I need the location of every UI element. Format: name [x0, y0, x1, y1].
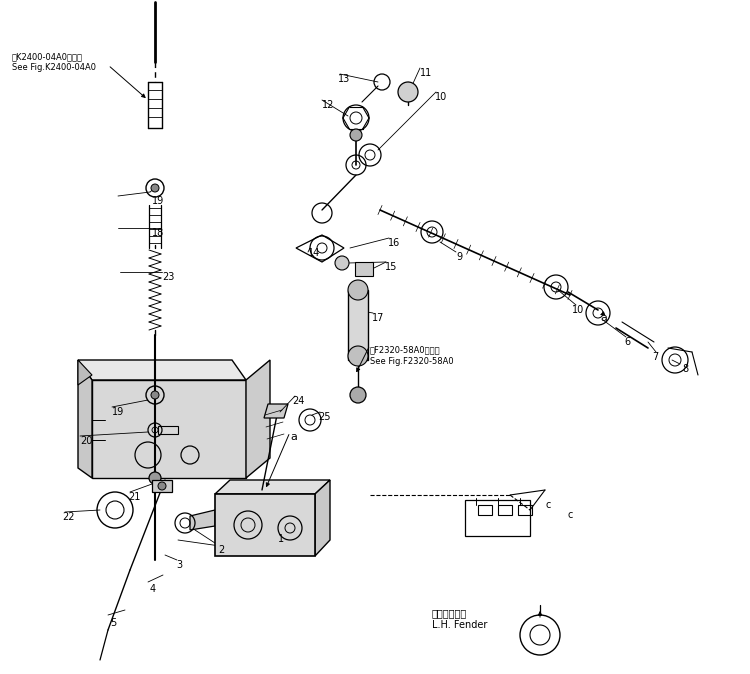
Circle shape [398, 82, 418, 102]
Text: 3: 3 [176, 560, 182, 570]
Text: L.H. Fender: L.H. Fender [432, 620, 488, 630]
Text: 25: 25 [318, 412, 331, 422]
Text: 第K2400-04A0図参照: 第K2400-04A0図参照 [12, 52, 83, 61]
Circle shape [335, 256, 349, 270]
Text: 20: 20 [80, 436, 92, 446]
Bar [478, 505, 492, 515]
Text: 1: 1 [278, 534, 284, 544]
Text: 13: 13 [338, 74, 350, 84]
Text: a: a [290, 432, 297, 442]
Text: 9: 9 [456, 252, 462, 262]
Text: 17: 17 [372, 313, 384, 323]
Polygon shape [78, 360, 92, 385]
Text: 第F2320-58A0図参照: 第F2320-58A0図参照 [370, 345, 441, 354]
Bar [355, 262, 373, 276]
Circle shape [348, 280, 368, 300]
Bar [465, 500, 530, 536]
Circle shape [348, 346, 368, 366]
Text: 10: 10 [572, 305, 584, 315]
Bar [348, 290, 368, 360]
Text: 14: 14 [308, 248, 320, 258]
Circle shape [106, 501, 124, 519]
Polygon shape [264, 404, 288, 418]
Text: 15: 15 [385, 262, 398, 272]
Text: 16: 16 [388, 238, 400, 248]
Bar [215, 494, 315, 556]
Text: 左　フェンダ: 左 フェンダ [432, 608, 467, 618]
Bar [158, 426, 178, 434]
Polygon shape [78, 360, 92, 478]
Text: 7: 7 [652, 352, 658, 362]
Text: 8: 8 [682, 364, 688, 374]
Polygon shape [78, 360, 246, 380]
Text: 4: 4 [150, 584, 156, 594]
Text: 5: 5 [110, 618, 116, 628]
Text: 24: 24 [292, 396, 304, 406]
Text: a: a [600, 313, 607, 323]
Text: 23: 23 [162, 272, 174, 282]
Text: 10: 10 [435, 92, 447, 102]
Text: 6: 6 [624, 337, 630, 347]
Text: See Fig.F2320-58A0: See Fig.F2320-58A0 [370, 357, 454, 366]
Bar [498, 505, 512, 515]
Text: 21: 21 [128, 492, 140, 502]
Polygon shape [190, 510, 215, 530]
Text: See Fig.K2400-04A0: See Fig.K2400-04A0 [12, 63, 96, 72]
Polygon shape [92, 380, 246, 478]
Circle shape [158, 482, 166, 490]
Text: 22: 22 [62, 512, 74, 522]
Polygon shape [315, 480, 330, 556]
Text: 2: 2 [218, 545, 224, 555]
Circle shape [151, 391, 159, 399]
Bar [518, 505, 532, 515]
Text: 11: 11 [420, 68, 432, 78]
Circle shape [151, 184, 159, 192]
Polygon shape [215, 480, 330, 494]
Text: 19: 19 [112, 407, 125, 417]
Bar [152, 480, 172, 492]
Circle shape [149, 472, 161, 484]
Text: 19: 19 [152, 196, 164, 206]
Text: 18: 18 [152, 228, 164, 238]
Circle shape [350, 387, 366, 403]
Text: c: c [546, 500, 551, 510]
Circle shape [350, 129, 362, 141]
Text: c: c [568, 510, 573, 520]
Text: 12: 12 [322, 100, 334, 110]
Polygon shape [246, 360, 270, 478]
